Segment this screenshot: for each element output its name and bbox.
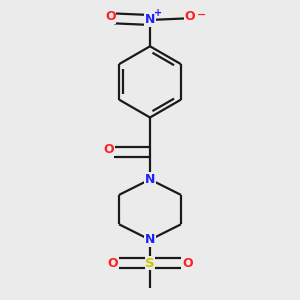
Text: +: + <box>154 8 162 18</box>
Text: −: − <box>197 9 206 20</box>
Text: O: O <box>184 11 195 23</box>
Text: O: O <box>107 256 118 269</box>
Text: O: O <box>105 11 116 23</box>
Text: N: N <box>145 14 155 26</box>
Text: O: O <box>103 142 114 156</box>
Text: S: S <box>145 256 155 269</box>
Text: O: O <box>182 256 193 269</box>
Text: N: N <box>145 173 155 186</box>
Text: N: N <box>145 233 155 246</box>
